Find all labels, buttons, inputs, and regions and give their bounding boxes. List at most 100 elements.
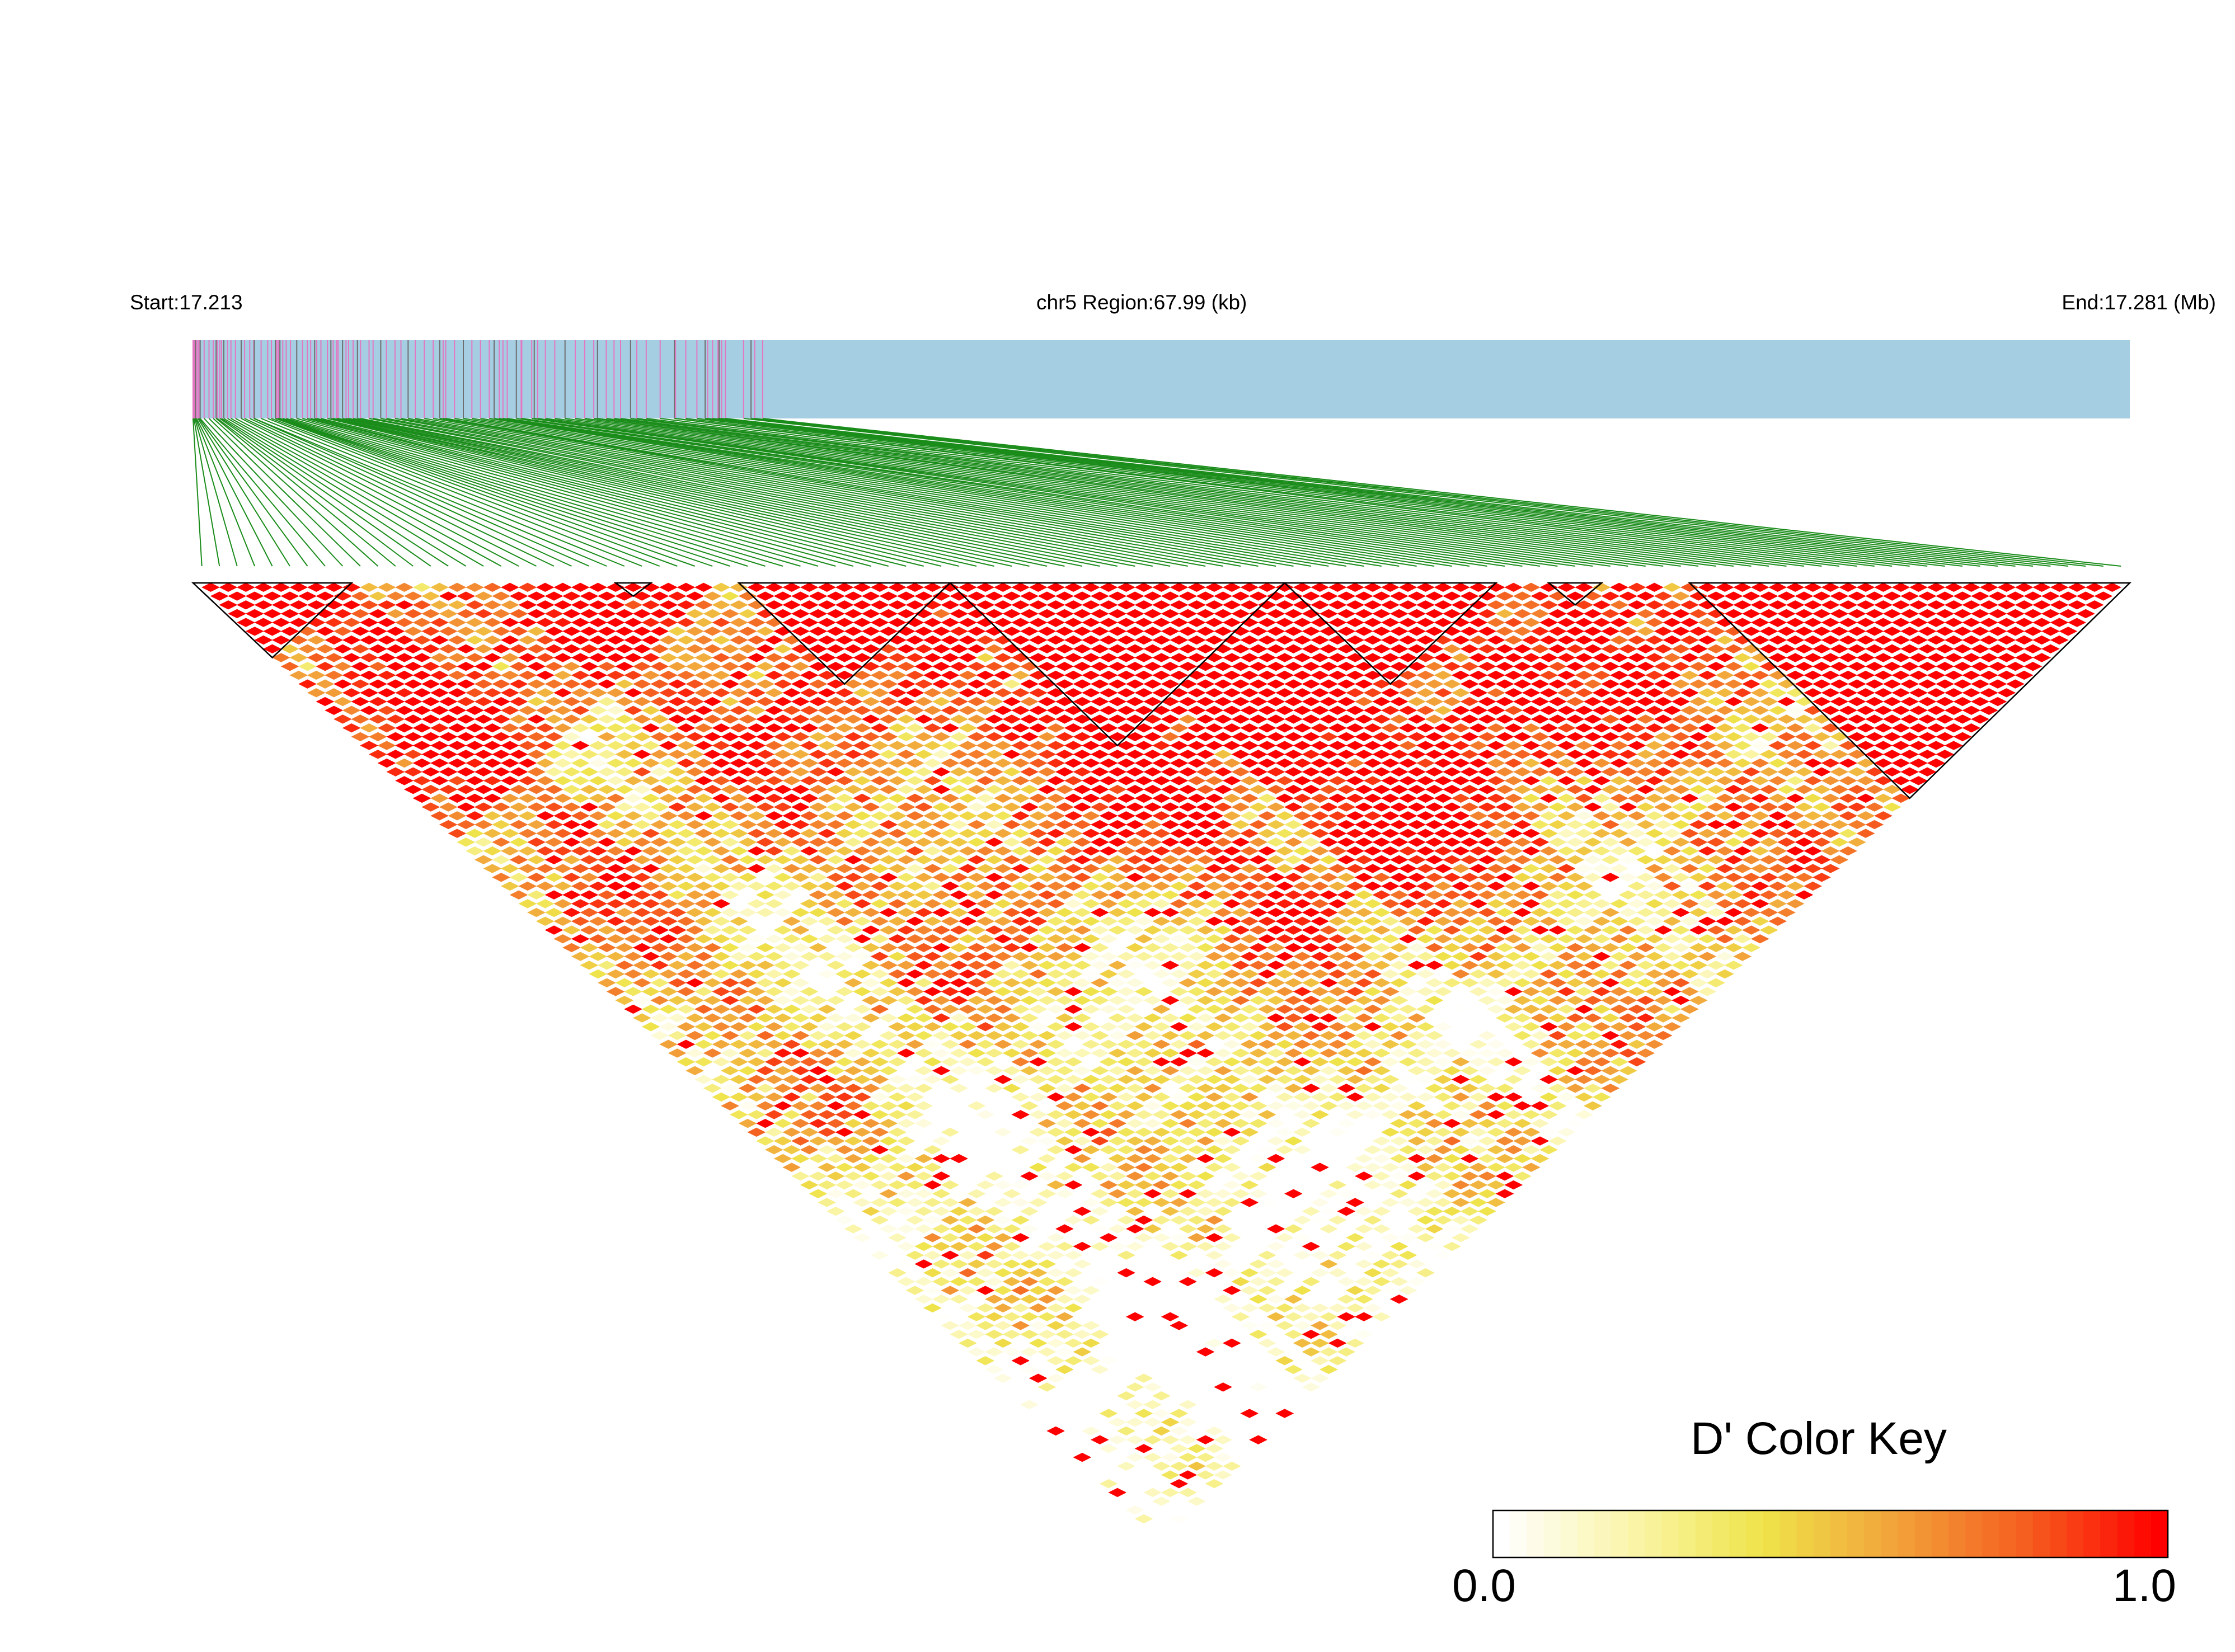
ld-cell (1143, 1101, 1162, 1110)
ld-cell (932, 1030, 951, 1041)
ld-cell (1522, 793, 1541, 803)
ld-cell (879, 644, 898, 654)
ld-cell (879, 855, 898, 865)
ld-cell (1284, 1259, 1303, 1269)
ld-cell (1029, 1198, 1048, 1207)
ld-cell (896, 837, 915, 847)
ld-cell (641, 688, 660, 698)
ld-cell (818, 618, 837, 627)
ld-cell (791, 767, 810, 776)
ld-cell (738, 995, 757, 1005)
ld-cell (1037, 1030, 1057, 1041)
ld-cell (1134, 1391, 1153, 1401)
ld-cell (1073, 1347, 1092, 1357)
ld-cell (1187, 1444, 1206, 1453)
ld-cell (509, 714, 528, 724)
ld-cell (342, 635, 361, 645)
ld-cell (993, 1198, 1012, 1207)
ld-cell (589, 899, 608, 909)
ld-cell (1082, 934, 1101, 944)
ld-cell (809, 696, 828, 707)
ld-cell (1117, 793, 1135, 803)
ld-cell (1099, 635, 1118, 645)
ld-cell (1143, 1364, 1162, 1375)
ld-cell (1082, 582, 1101, 592)
ld-cell (694, 899, 713, 909)
ld-cell (896, 1066, 915, 1076)
ld-cell (1152, 1338, 1171, 1348)
ld-cell (1073, 1382, 1092, 1392)
ld-cell (641, 776, 660, 785)
ld-cell (1337, 714, 1356, 724)
ld-cell (879, 873, 898, 882)
ld-cell (1046, 635, 1065, 645)
ld-cell (1196, 1488, 1215, 1498)
ld-cell (1266, 784, 1285, 794)
ld-cell (923, 1162, 942, 1172)
ld-cell (1398, 1180, 1417, 1190)
ld-cell (580, 662, 599, 671)
ld-cell (1152, 1162, 1171, 1172)
ld-cell (1601, 855, 1620, 865)
ld-cell (764, 934, 783, 944)
ld-cell (1460, 1154, 1479, 1164)
ld-cell (694, 705, 713, 715)
ld-cell (950, 714, 969, 724)
ld-cell (1082, 653, 1101, 662)
ld-cell (827, 995, 845, 1005)
ld-cell (1196, 644, 1215, 654)
ld-cell (1346, 635, 1365, 645)
ld-cell (1645, 969, 1664, 979)
ld-cell (1381, 1198, 1400, 1207)
ld-cell (1293, 1039, 1312, 1049)
ld-cell (289, 635, 308, 645)
ld-cell (844, 873, 863, 882)
ld-cell (544, 837, 564, 847)
ld-cell (1372, 714, 1391, 724)
ld-cell (571, 582, 590, 592)
ld-cell (1337, 627, 1356, 636)
ld-cell (1557, 1039, 1576, 1049)
ld-cell (412, 635, 431, 645)
ld-cell (993, 1321, 1012, 1330)
ld-cell (1293, 1145, 1312, 1155)
ld-cell (1504, 916, 1523, 926)
ld-cell (1161, 1030, 1180, 1041)
ld-cell (1002, 1224, 1021, 1234)
ld-cell (1125, 1329, 1144, 1339)
ld-cell (1055, 696, 1074, 707)
ld-cell (1293, 705, 1312, 715)
ld-cell (888, 688, 907, 698)
ld-cell (1205, 1286, 1224, 1295)
ld-cell (729, 1110, 748, 1119)
ld-cell (1434, 793, 1453, 803)
ld-cell (870, 582, 889, 592)
ld-cell (1398, 934, 1417, 944)
ld-cell (1196, 1154, 1215, 1164)
ld-cell (905, 1039, 924, 1049)
ld-cell (1478, 1207, 1496, 1216)
ld-cell (1134, 881, 1153, 891)
ld-cell (677, 829, 696, 838)
ld-cell (1117, 1426, 1135, 1436)
ld-cell (914, 714, 933, 724)
ld-cell (386, 750, 405, 759)
ld-cell (632, 627, 651, 636)
ld-cell (1601, 873, 1620, 882)
ld-cell (659, 705, 678, 715)
ld-cell (1178, 961, 1198, 970)
ld-cell (1099, 1092, 1118, 1102)
ld-cell (1407, 837, 1426, 847)
ld-cell (1425, 784, 1444, 794)
ld-cell (932, 644, 951, 654)
ld-cell (923, 1145, 942, 1155)
ld-cell (1346, 1215, 1365, 1225)
ld-cell (1108, 1259, 1127, 1269)
ld-cell (553, 618, 572, 627)
ld-cell (1134, 618, 1153, 627)
ld-cell (1337, 1312, 1356, 1321)
ld-cell (1302, 662, 1321, 671)
ld-cell (606, 881, 625, 891)
ld-cell (905, 1022, 924, 1032)
ld-cell (1566, 961, 1585, 970)
